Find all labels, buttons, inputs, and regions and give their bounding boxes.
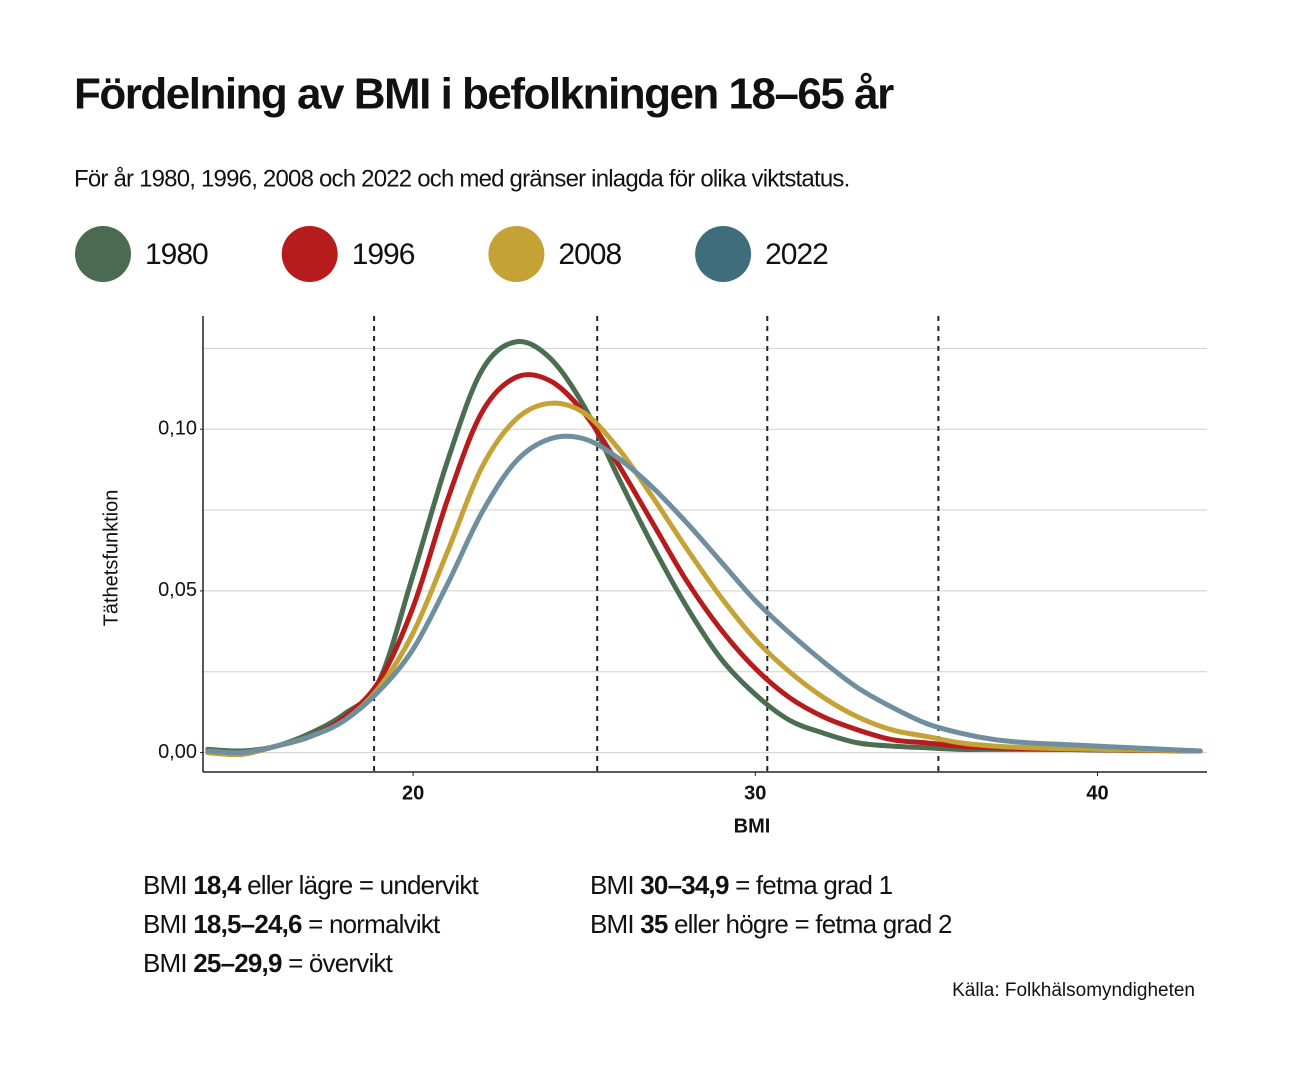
note-part: = övervikt [282, 948, 394, 978]
note: BMI 18,4 eller lägre = undervikt [143, 870, 480, 900]
y-axis-label: Täthetsfunktion [100, 490, 122, 627]
note-part: eller högre = fetma grad 2 [668, 909, 952, 939]
note: BMI 25–29,9 = övervikt [143, 948, 394, 978]
note-part: = fetma grad 1 [729, 870, 893, 900]
legend-swatch [488, 226, 545, 282]
note: BMI 35 eller högre = fetma grad 2 [590, 909, 952, 939]
x-axis-label: BMI [734, 815, 771, 837]
note-part: BMI [143, 909, 193, 939]
series-line [205, 433, 1203, 756]
note-part: BMI [143, 870, 193, 900]
legend-label: 1996 [352, 238, 415, 271]
legend-swatch [695, 226, 752, 282]
note-part: 18,5–24,6 [193, 909, 302, 939]
note-part: BMI [590, 909, 640, 939]
note-part: 35 [640, 909, 668, 939]
legend-label: 2008 [558, 238, 621, 271]
series-line [205, 339, 1203, 754]
note-part: BMI [590, 870, 640, 900]
note-part: 30–34,9 [640, 870, 729, 900]
legend-swatch [75, 226, 131, 282]
legend-label: 2022 [765, 238, 828, 271]
note-part: BMI [143, 948, 193, 978]
x-tick-label: 30 [744, 782, 766, 804]
y-tick-label: 0,00 [158, 741, 197, 763]
legend-swatch [281, 226, 338, 282]
x-tick-label: 40 [1086, 782, 1108, 804]
note: BMI 30–34,9 = fetma grad 1 [590, 870, 893, 900]
y-tick-label: 0,10 [158, 417, 197, 439]
subtitle: För år 1980, 1996, 2008 och 2022 och med… [74, 165, 849, 192]
note-part: eller lägre = undervikt [241, 870, 480, 900]
note: BMI 18,5–24,6 = normalvikt [143, 909, 441, 939]
series-line [205, 372, 1203, 757]
note-part: 25–29,9 [193, 948, 282, 978]
x-tick-label: 20 [402, 782, 424, 804]
note-part: = normalvikt [302, 909, 441, 939]
chart-title: Fördelning av BMI i befolkningen 18–65 å… [74, 70, 894, 119]
legend-label: 1980 [145, 238, 208, 271]
note-part: 18,4 [193, 870, 242, 900]
series-line [205, 400, 1203, 757]
y-tick-label: 0,05 [158, 579, 197, 601]
source: Källa: Folkhälsomyndigheten [952, 980, 1195, 1001]
